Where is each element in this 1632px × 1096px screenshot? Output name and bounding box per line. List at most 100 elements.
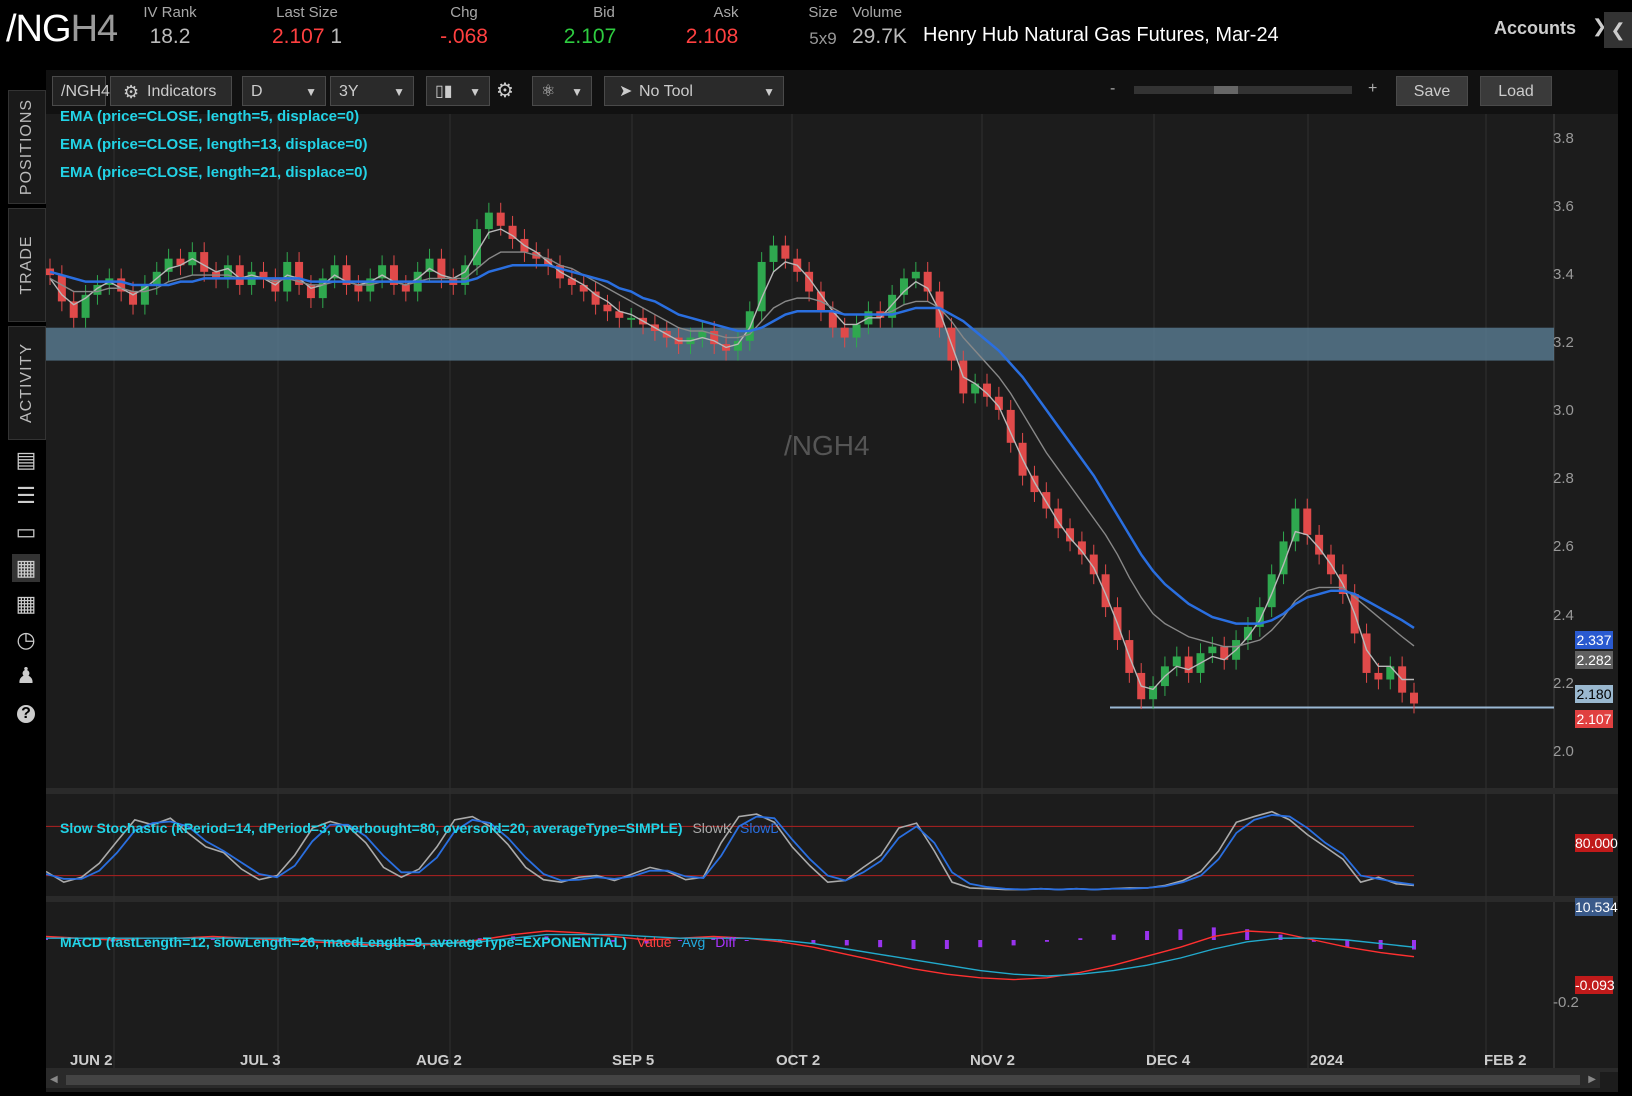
ema13-label[interactable]: EMA (price=CLOSE, length=13, displace=0) [60, 136, 368, 153]
scrollbar-thumb[interactable] [66, 1075, 1580, 1085]
tv-icon[interactable]: ▭ [15, 519, 37, 544]
chart-grid-icon[interactable]: ▦ [12, 554, 40, 582]
macd-y-tick: -0.2 [1553, 994, 1579, 1011]
chart-style-select[interactable]: ▯▮ ▼ [426, 76, 490, 106]
ema5-label[interactable]: EMA (price=CLOSE, length=5, displace=0) [60, 108, 360, 125]
candle-body [1315, 534, 1324, 555]
macd-diff-bar [277, 940, 282, 942]
scroll-left-icon[interactable]: ◀ [50, 1074, 58, 1085]
candle-body [1220, 646, 1229, 660]
macd-diff-bar [1111, 934, 1116, 940]
candle-body [1243, 626, 1252, 641]
candle-body [306, 284, 315, 299]
aggregation-select[interactable]: D ▼ [242, 76, 326, 106]
macd-diff-bar [878, 940, 883, 948]
macd-diff-bar [444, 940, 449, 941]
candle-body [259, 271, 268, 279]
candle-body [235, 265, 244, 285]
ema5-price-box: 2.180 [1575, 685, 1613, 703]
candle-body [1386, 666, 1395, 680]
candle-body [140, 284, 149, 305]
grid-icon[interactable]: ▦ [15, 591, 37, 616]
macd-diff-bar [911, 940, 916, 949]
save-button[interactable]: Save [1396, 76, 1468, 106]
chart-panel-icon[interactable]: ▤ [15, 447, 37, 472]
candle-body [698, 330, 707, 338]
y-tick: 3.6 [1553, 198, 1574, 215]
zoom-slider-handle[interactable] [1214, 86, 1238, 94]
globe-icon: ⚛ [541, 83, 556, 100]
macd-diff-bar [978, 940, 983, 948]
candle-body [1089, 554, 1098, 575]
macd-diff-bar [711, 938, 716, 940]
symbol-title[interactable]: /NGH4 [6, 8, 118, 50]
tab-activity[interactable]: ACTIVITY [8, 326, 46, 440]
help-icon[interactable]: ? [12, 700, 40, 728]
candle-body [994, 396, 1003, 410]
candle-body [223, 265, 232, 279]
tool-select[interactable]: ➤ No Tool ▼ [604, 76, 784, 106]
ema-line-ema13 [49, 251, 1415, 648]
list-icon[interactable]: ☰ [16, 483, 36, 508]
x-tick: AUG 2 [416, 1052, 462, 1069]
indicators-button[interactable]: ⚙ Indicators [110, 76, 232, 106]
load-button[interactable]: Load [1480, 76, 1552, 106]
candle-body [1006, 409, 1015, 443]
drawing-select[interactable]: ⚛ ▼ [532, 76, 592, 106]
accounts-button[interactable]: Accounts [1494, 18, 1577, 38]
candle-body [1054, 508, 1063, 529]
candle-body [1362, 633, 1371, 673]
settings-gear-icon[interactable]: ⚙ [496, 80, 514, 102]
zoom-out-button[interactable]: - [1110, 80, 1116, 97]
candle-body [781, 245, 790, 259]
macd-diff-bar [110, 940, 115, 942]
y-tick: 3.8 [1553, 130, 1574, 147]
timeframe-select[interactable]: 3Y ▼ [330, 76, 414, 106]
ask[interactable]: Ask 2.108 [685, 4, 739, 48]
zoom-in-button[interactable]: + [1368, 80, 1378, 97]
candle-body [295, 261, 304, 285]
y-tick: 3.0 [1553, 402, 1574, 419]
collapse-panel-icon[interactable]: ❮ [1604, 12, 1632, 48]
candle-body [1172, 656, 1181, 667]
macd-diff-bar [644, 940, 649, 944]
people-icon[interactable]: ♟ [16, 663, 36, 688]
macd-diff-bar [1178, 929, 1183, 940]
ema-line-ema5 [49, 228, 1414, 691]
candle-body [437, 258, 446, 279]
y-tick: 2.6 [1553, 538, 1574, 555]
bid[interactable]: Bid 2.107 [563, 4, 617, 48]
size: Size 5x9 [808, 4, 838, 48]
candle-body [733, 340, 742, 351]
ema-line-ema21 [49, 263, 1415, 629]
macd-value-line [46, 930, 1415, 981]
macd-diff-bar [1078, 938, 1083, 940]
scroll-right-icon[interactable]: ▶ [1588, 1074, 1596, 1085]
chart-canvas[interactable] [46, 70, 1618, 1092]
macd-diff-bar [1211, 927, 1216, 940]
horizontal-scrollbar[interactable]: ◀ ▶ [46, 1072, 1600, 1088]
tab-positions[interactable]: POSITIONS [8, 90, 46, 204]
zoom-slider[interactable] [1134, 86, 1352, 94]
macd-avg-line [46, 933, 1415, 977]
symbol-input[interactable]: /NGH4 [52, 76, 110, 106]
macd-label[interactable]: MACD (fastLength=12, slowLength=26, macd… [60, 934, 736, 950]
candle-body [1255, 607, 1264, 627]
gauge-icon[interactable]: ◷ [16, 627, 36, 652]
macd-diff-bar [1311, 940, 1316, 942]
x-tick: 2024 [1310, 1052, 1344, 1069]
macd-diff-bar [1011, 940, 1016, 946]
candle-body [1291, 508, 1300, 542]
candle-body [461, 265, 470, 285]
candle-body [1149, 686, 1158, 700]
instrument-description: Henry Hub Natural Gas Futures, Mar-24 [923, 24, 1279, 46]
tab-trade[interactable]: TRADE [8, 208, 46, 322]
stochastic-label[interactable]: Slow Stochastic (kPeriod=14, dPeriod=3, … [60, 820, 779, 836]
ema21-label[interactable]: EMA (price=CLOSE, length=21, displace=0) [60, 164, 368, 181]
candle-body [425, 258, 434, 272]
macd-diff-bar [1412, 940, 1416, 950]
chart-area[interactable] [46, 70, 1618, 1092]
chevron-down-icon[interactable]: ❯ [1592, 16, 1608, 36]
ema21-price-box: 2.337 [1575, 631, 1613, 649]
price-pane [46, 114, 1554, 788]
